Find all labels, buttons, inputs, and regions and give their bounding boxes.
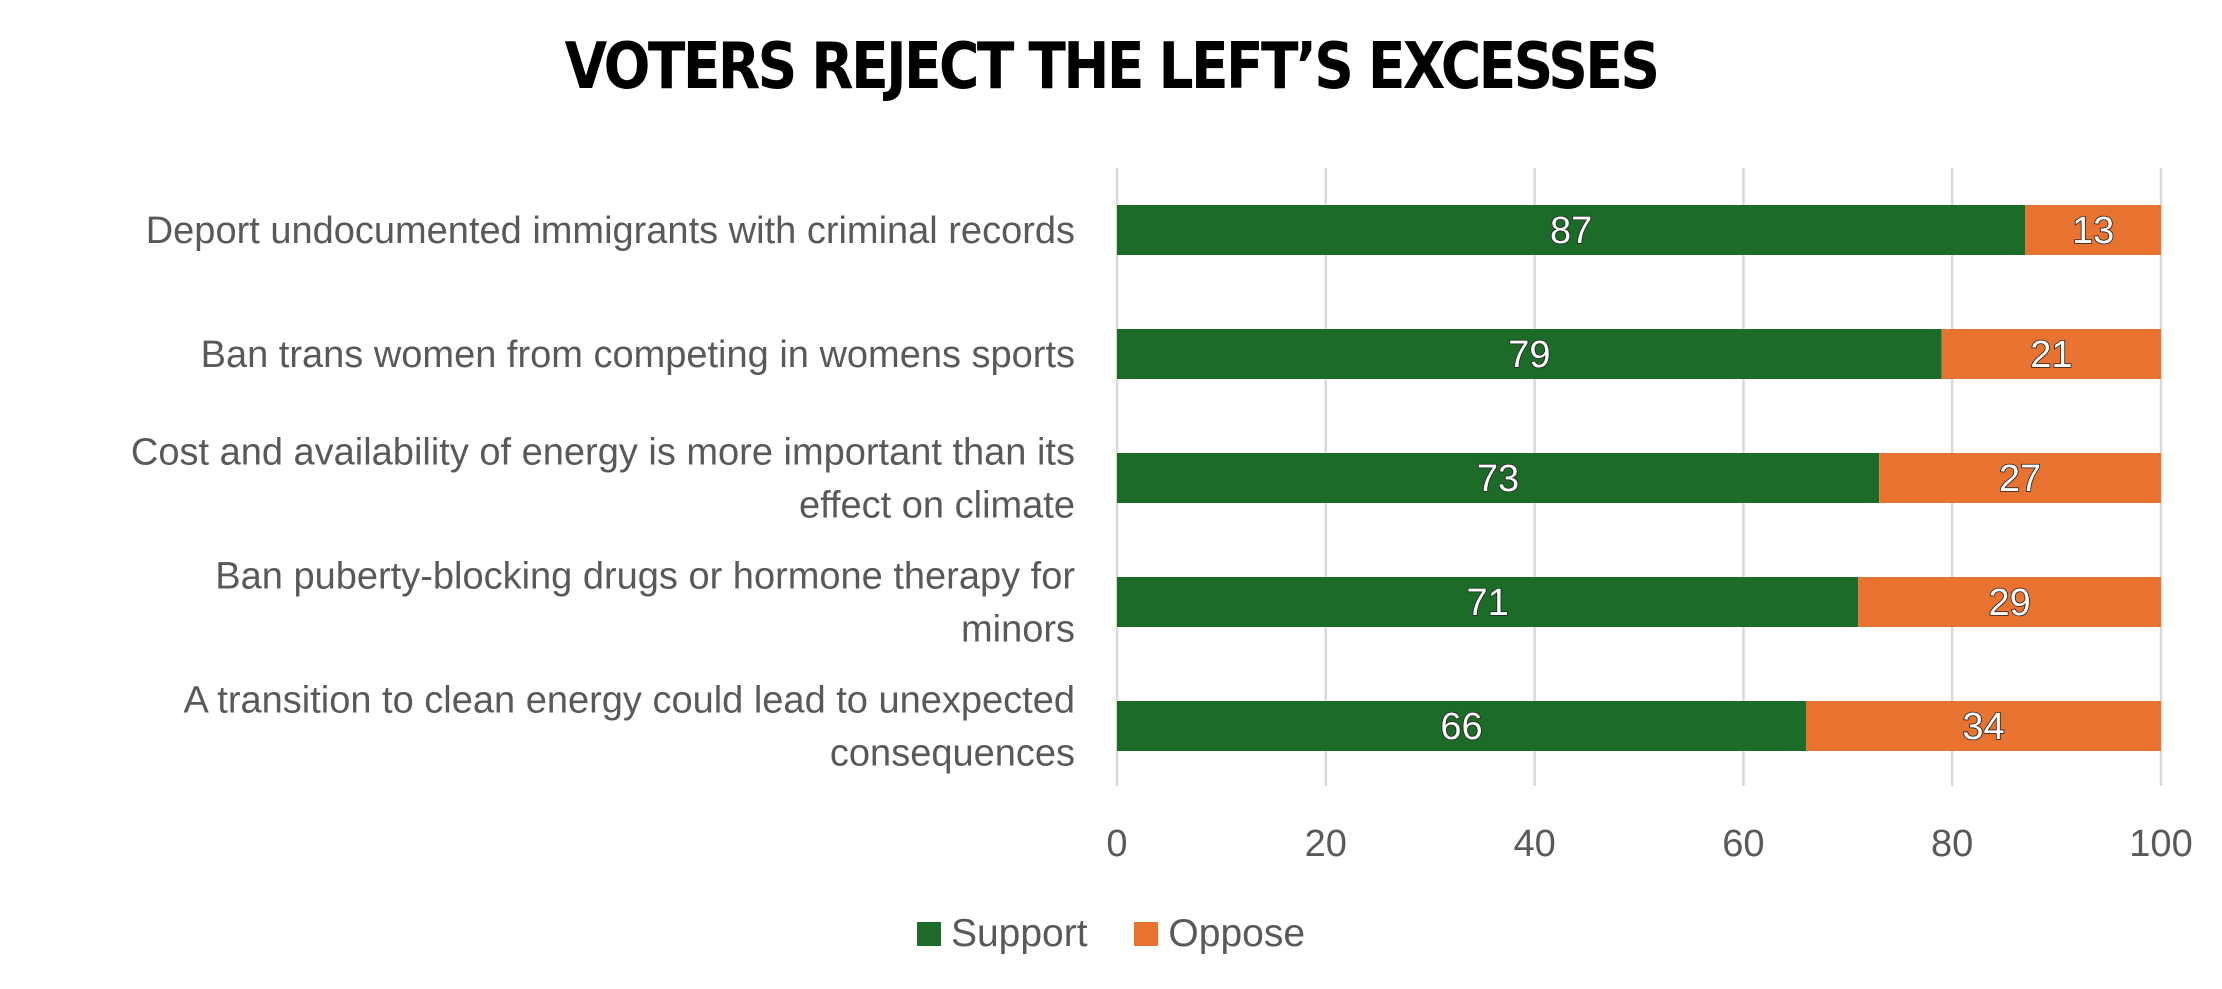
- data-label: 87: [1550, 210, 1592, 252]
- bar-oppose: [1806, 701, 2161, 751]
- legend: Support Oppose: [0, 912, 2222, 956]
- data-label: 29: [1988, 582, 2030, 624]
- x-tick-label: 100: [2129, 823, 2192, 865]
- bar-support: [1117, 329, 1942, 379]
- legend-item-oppose: Oppose: [1134, 912, 1305, 956]
- bar-support: [1117, 453, 1880, 503]
- category-label: Ban trans women from competing in womens…: [201, 334, 1075, 376]
- bar-support: [1117, 205, 2026, 255]
- chart-title: VOTERS REJECT THE LEFT’S EXCESSES: [564, 30, 1660, 104]
- x-tick-label: 20: [1305, 823, 1347, 865]
- bar-support: [1117, 577, 1859, 627]
- data-label: 21: [2030, 334, 2072, 376]
- bar-oppose: [1879, 453, 2161, 503]
- category-label: minors: [961, 609, 1075, 651]
- x-tick-label: 40: [1513, 823, 1555, 865]
- data-label: 73: [1477, 458, 1519, 500]
- legend-item-support: Support: [916, 912, 1088, 956]
- category-label: Cost and availability of energy is more …: [131, 432, 1075, 474]
- data-label: 79: [1508, 334, 1550, 376]
- data-label: 71: [1466, 582, 1508, 624]
- data-label: 13: [2072, 210, 2114, 252]
- bar-oppose: [2025, 205, 2161, 255]
- legend-label-oppose: Oppose: [1168, 912, 1306, 955]
- category-label: Ban puberty-blocking drugs or hormone th…: [215, 556, 1075, 598]
- category-label: effect on climate: [799, 485, 1075, 527]
- bar-support: [1117, 701, 1807, 751]
- category-label: Deport undocumented immigrants with crim…: [146, 210, 1075, 252]
- data-label: 66: [1440, 706, 1482, 748]
- x-tick-label: 0: [1106, 823, 1127, 865]
- x-tick-label: 80: [1931, 823, 1973, 865]
- data-label: 27: [1999, 458, 2041, 500]
- x-tick-label: 60: [1722, 823, 1764, 865]
- legend-swatch-support: [916, 922, 941, 946]
- category-label: consequences: [830, 733, 1075, 775]
- legend-swatch-oppose: [1134, 922, 1159, 946]
- bar-oppose: [1858, 577, 2161, 627]
- category-label: A transition to clean energy could lead …: [184, 680, 1076, 722]
- data-label: 34: [1962, 706, 2004, 748]
- legend-label-support: Support: [950, 912, 1088, 955]
- bar-oppose: [1941, 329, 2161, 379]
